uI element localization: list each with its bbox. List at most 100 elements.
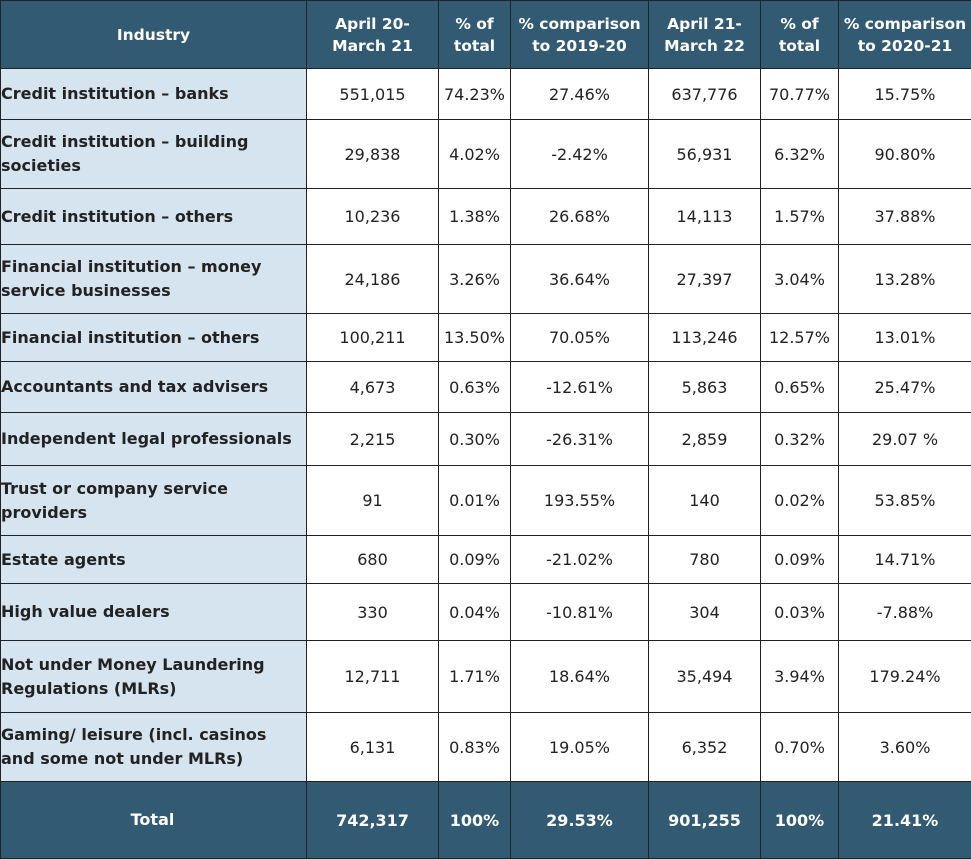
value-cell: 1.57% — [761, 189, 839, 245]
value-cell: 3.26% — [439, 245, 511, 314]
value-cell: 24,186 — [307, 245, 439, 314]
value-cell: 70.77% — [761, 69, 839, 120]
value-cell: 0.30% — [439, 413, 511, 466]
industry-cell: Independent legal professionals — [1, 413, 307, 466]
value-cell: 5,863 — [649, 362, 761, 413]
value-cell: -2.42% — [511, 120, 649, 189]
value-cell: 0.02% — [761, 466, 839, 536]
value-cell: 56,931 — [649, 120, 761, 189]
value-cell: 0.83% — [439, 713, 511, 782]
value-cell: 70.05% — [511, 314, 649, 362]
industry-cell: Gaming/ leisure (incl. casinos and some … — [1, 713, 307, 782]
value-cell: 18.64% — [511, 641, 649, 713]
value-cell: 113,246 — [649, 314, 761, 362]
value-cell: 551,015 — [307, 69, 439, 120]
total-value: 901,255 — [649, 782, 761, 859]
industry-cell: Not under Money Laundering Regulations (… — [1, 641, 307, 713]
value-cell: 14,113 — [649, 189, 761, 245]
value-cell: 0.65% — [761, 362, 839, 413]
value-cell: 0.03% — [761, 584, 839, 641]
value-cell: 13.50% — [439, 314, 511, 362]
value-cell: 3.60% — [839, 713, 971, 782]
value-cell: -12.61% — [511, 362, 649, 413]
value-cell: 10,236 — [307, 189, 439, 245]
value-cell: 780 — [649, 536, 761, 584]
value-cell: 2,215 — [307, 413, 439, 466]
value-cell: 0.70% — [761, 713, 839, 782]
total-value: 100% — [439, 782, 511, 859]
value-cell: 90.80% — [839, 120, 971, 189]
industry-cell: Trust or company service providers — [1, 466, 307, 536]
value-cell: 304 — [649, 584, 761, 641]
value-cell: 0.63% — [439, 362, 511, 413]
value-cell: 179.24% — [839, 641, 971, 713]
industry-cell: High value dealers — [1, 584, 307, 641]
total-value: 21.41% — [839, 782, 971, 859]
column-header: % of total — [761, 1, 839, 69]
value-cell: 37.88% — [839, 189, 971, 245]
value-cell: 0.09% — [761, 536, 839, 584]
column-header: % comparison to 2020-21 — [839, 1, 971, 69]
value-cell: 91 — [307, 466, 439, 536]
value-cell: 1.71% — [439, 641, 511, 713]
value-cell: 74.23% — [439, 69, 511, 120]
value-cell: 12.57% — [761, 314, 839, 362]
value-cell: 4.02% — [439, 120, 511, 189]
value-cell: 3.04% — [761, 245, 839, 314]
value-cell: -10.81% — [511, 584, 649, 641]
value-cell: 12,711 — [307, 641, 439, 713]
column-header: % comparison to 2019-20 — [511, 1, 649, 69]
column-header: April 21-March 22 — [649, 1, 761, 69]
value-cell: 4,673 — [307, 362, 439, 413]
value-cell: 6.32% — [761, 120, 839, 189]
column-header: Industry — [1, 1, 307, 69]
total-value: 742,317 — [307, 782, 439, 859]
value-cell: 13.28% — [839, 245, 971, 314]
value-cell: 14.71% — [839, 536, 971, 584]
industry-cell: Financial institution – others — [1, 314, 307, 362]
industry-cell: Accountants and tax advisers — [1, 362, 307, 413]
industry-cell: Credit institution – banks — [1, 69, 307, 120]
value-cell: 13.01% — [839, 314, 971, 362]
total-label: Total — [1, 782, 307, 859]
table-row: Not under Money Laundering Regulations (… — [1, 641, 971, 713]
value-cell: 680 — [307, 536, 439, 584]
industry-cell: Credit institution – building societies — [1, 120, 307, 189]
value-cell: 0.32% — [761, 413, 839, 466]
value-cell: 0.04% — [439, 584, 511, 641]
value-cell: 27.46% — [511, 69, 649, 120]
table-row: Gaming/ leisure (incl. casinos and some … — [1, 713, 971, 782]
value-cell: 6,131 — [307, 713, 439, 782]
value-cell: 193.55% — [511, 466, 649, 536]
value-cell: 2,859 — [649, 413, 761, 466]
value-cell: 6,352 — [649, 713, 761, 782]
value-cell: 27,397 — [649, 245, 761, 314]
value-cell: 25.47% — [839, 362, 971, 413]
column-header: April 20-March 21 — [307, 1, 439, 69]
industry-cell: Estate agents — [1, 536, 307, 584]
table-row: Financial institution – money service bu… — [1, 245, 971, 314]
value-cell: 19.05% — [511, 713, 649, 782]
value-cell: 140 — [649, 466, 761, 536]
value-cell: -26.31% — [511, 413, 649, 466]
total-value: 100% — [761, 782, 839, 859]
value-cell: 26.68% — [511, 189, 649, 245]
value-cell: 35,494 — [649, 641, 761, 713]
value-cell: 3.94% — [761, 641, 839, 713]
industry-cell: Financial institution – money service bu… — [1, 245, 307, 314]
value-cell: 53.85% — [839, 466, 971, 536]
value-cell: 36.64% — [511, 245, 649, 314]
value-cell: -21.02% — [511, 536, 649, 584]
value-cell: 29,838 — [307, 120, 439, 189]
